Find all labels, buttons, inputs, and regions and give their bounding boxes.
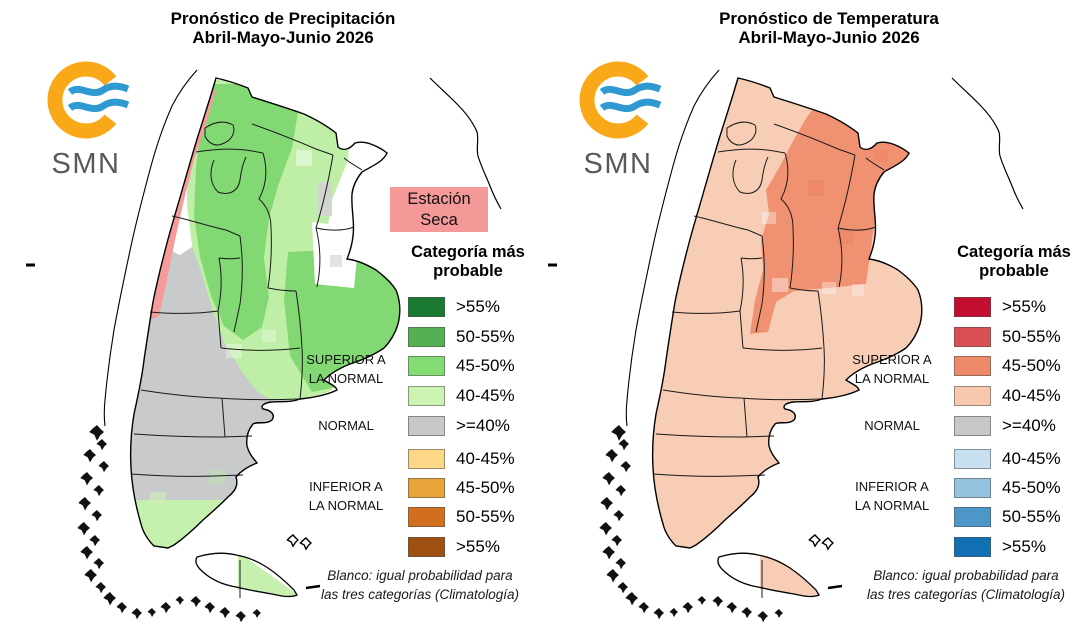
- legend-group-above-normal: SUPERIOR A LA NORMAL: [852, 352, 932, 386]
- legend-swatch: [408, 507, 445, 527]
- legend-swatch: [408, 386, 445, 406]
- argentina-temperature-map: [548, 69, 1024, 623]
- legend-title-line-2: probable: [433, 262, 503, 280]
- legend-swatch: [408, 478, 445, 498]
- smn-logo-icon: [579, 61, 662, 139]
- title-line-2: Abril-Mayo-Junio 2026: [192, 28, 374, 47]
- legend-title-line-1: Categoría más: [411, 243, 525, 261]
- legend-swatch: [954, 356, 991, 376]
- smn-logo: SMN: [36, 56, 136, 179]
- legend-label: >=40%: [1002, 416, 1056, 435]
- legend-row: 45-50%: [408, 356, 515, 376]
- legend-row: 45-50%: [408, 478, 515, 498]
- title-line-1: Pronóstico de Precipitación: [170, 9, 396, 28]
- legend-group-below-normal: INFERIOR A LA NORMAL: [854, 479, 930, 513]
- legend-title: Categoría más probable: [934, 243, 1092, 281]
- legend-swatch: [408, 537, 445, 557]
- map-title-temperature: Pronóstico de Temperatura Abril-Mayo-Jun…: [654, 9, 1004, 47]
- legend-title-line-2: probable: [979, 262, 1049, 280]
- legend-row: 50-55%: [408, 327, 515, 347]
- legend-group-normal: NORMAL: [318, 418, 374, 433]
- smn-logo: SMN: [568, 56, 668, 179]
- legend-row: >=40%: [954, 416, 1056, 436]
- legend-group-normal: NORMAL: [864, 418, 920, 433]
- smn-logo-text: SMN: [583, 148, 653, 180]
- legend-swatch: [954, 537, 991, 557]
- legend-row: 45-50%: [954, 478, 1061, 498]
- legend-row: >=40%: [408, 416, 510, 436]
- legend-row: 40-45%: [408, 386, 515, 406]
- legend-label: 40-45%: [1002, 449, 1061, 468]
- legend-row: 45-50%: [954, 356, 1061, 376]
- legend-group-below-normal: INFERIOR A LA NORMAL: [308, 479, 384, 513]
- legend-label: 45-50%: [1002, 356, 1061, 375]
- title-line-2: Abril-Mayo-Junio 2026: [738, 28, 920, 47]
- legend-group-above-normal: SUPERIOR A LA NORMAL: [306, 352, 386, 386]
- legend-swatch: [408, 356, 445, 376]
- legend-swatch: [408, 416, 445, 436]
- legend-label: >55%: [1002, 537, 1046, 556]
- legend-label: 50-55%: [1002, 327, 1061, 346]
- legend-row: >55%: [954, 297, 1046, 317]
- legend-swatch: [408, 327, 445, 347]
- legend-row: 50-55%: [408, 507, 515, 527]
- legend-label: >55%: [456, 297, 500, 316]
- legend-label: 45-50%: [456, 478, 515, 497]
- legend-label: 40-45%: [456, 449, 515, 468]
- legend-label: 40-45%: [1002, 386, 1061, 405]
- title-line-1: Pronóstico de Temperatura: [719, 9, 939, 28]
- legend-row: 50-55%: [954, 327, 1061, 347]
- panel-precipitation: Pronóstico de Precipitación Abril-Mayo-J…: [26, 9, 546, 623]
- legend-row: 40-45%: [954, 386, 1061, 406]
- smn-logo-text: SMN: [51, 148, 121, 180]
- legend-swatch: [954, 416, 991, 436]
- legend-swatch: [954, 478, 991, 498]
- climatology-footnote: Blanco: igual probabilidad para las tres…: [320, 568, 520, 602]
- map-title-precipitation: Pronóstico de Precipitación Abril-Mayo-J…: [108, 9, 458, 47]
- legend-title-line-1: Categoría más: [957, 243, 1071, 261]
- panel-temperature: Pronóstico de Temperatura Abril-Mayo-Jun…: [546, 0, 1092, 635]
- legend-label: 45-50%: [1002, 478, 1061, 497]
- legend-swatch: [954, 297, 991, 317]
- legend-swatch: [408, 449, 445, 469]
- legend-row: 50-55%: [954, 507, 1061, 527]
- legend-row: >55%: [408, 537, 500, 557]
- legend-row: 40-45%: [954, 449, 1061, 469]
- legend-label: 50-55%: [456, 507, 515, 526]
- legend-row: 40-45%: [408, 449, 515, 469]
- legend-label: 50-55%: [456, 327, 515, 346]
- smn-logo-icon: [47, 61, 130, 139]
- legend-label: 45-50%: [456, 356, 515, 375]
- legend-swatch: [408, 297, 445, 317]
- legend-label: >55%: [456, 537, 500, 556]
- dry-season-label: Estación Seca: [390, 187, 488, 232]
- legend-swatch: [954, 386, 991, 406]
- climatology-footnote: Blanco: igual probabilidad para las tres…: [866, 568, 1066, 602]
- legend-label: >=40%: [456, 416, 510, 435]
- legend-label: 40-45%: [456, 386, 515, 405]
- legend-swatch: [954, 327, 991, 347]
- legend-label: >55%: [1002, 297, 1046, 316]
- legend-label: 50-55%: [1002, 507, 1061, 526]
- legend-row: >55%: [954, 537, 1046, 557]
- legend-title: Categoría más probable: [388, 243, 546, 281]
- dry-season-line-2: Seca: [420, 211, 458, 229]
- legend-row: >55%: [408, 297, 500, 317]
- legend-swatch: [954, 449, 991, 469]
- dry-season-line-1: Estación: [407, 190, 471, 208]
- legend-swatch: [954, 507, 991, 527]
